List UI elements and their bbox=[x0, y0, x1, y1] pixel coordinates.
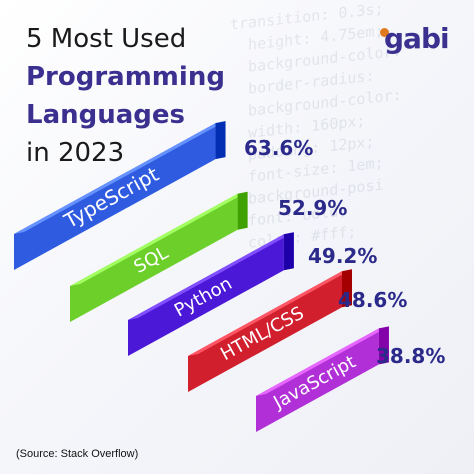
bar-sql: SQL bbox=[70, 191, 248, 322]
bar-top-face bbox=[14, 121, 226, 234]
bar-top-face bbox=[256, 326, 389, 396]
title-line-2: Programming bbox=[26, 62, 225, 92]
bar-top-face bbox=[188, 269, 352, 356]
brand-logo: gabi bbox=[384, 22, 450, 55]
bar-top-face bbox=[128, 232, 294, 320]
bar-end-face bbox=[283, 232, 294, 271]
bar-front-face bbox=[128, 234, 284, 356]
bar-end-face bbox=[341, 269, 352, 308]
bar-front-face bbox=[14, 123, 216, 270]
bar-end-face bbox=[237, 191, 248, 230]
bar-top-face bbox=[70, 191, 248, 286]
bar-front-face bbox=[188, 271, 342, 392]
logo-accent-dot bbox=[380, 28, 389, 37]
bar-value-label: 48.6% bbox=[338, 288, 408, 312]
title-line-4: in 2023 bbox=[26, 138, 125, 168]
bar-end-face bbox=[215, 121, 226, 160]
bar-value-label: 52.9% bbox=[278, 196, 348, 220]
bar-end-face bbox=[378, 326, 389, 365]
bar-value-label: 38.8% bbox=[376, 344, 446, 368]
bar-front-face bbox=[256, 328, 379, 432]
bar-value-label: 63.6% bbox=[244, 136, 314, 160]
bar-value-label: 49.2% bbox=[308, 244, 378, 268]
title-line-1: 5 Most Used bbox=[26, 24, 187, 54]
bar-category-label: TypeScript bbox=[59, 162, 163, 234]
source-note: (Source: Stack Overflow) bbox=[16, 448, 139, 460]
bar-front-face bbox=[70, 193, 238, 322]
title-line-3: Languages bbox=[26, 100, 186, 130]
